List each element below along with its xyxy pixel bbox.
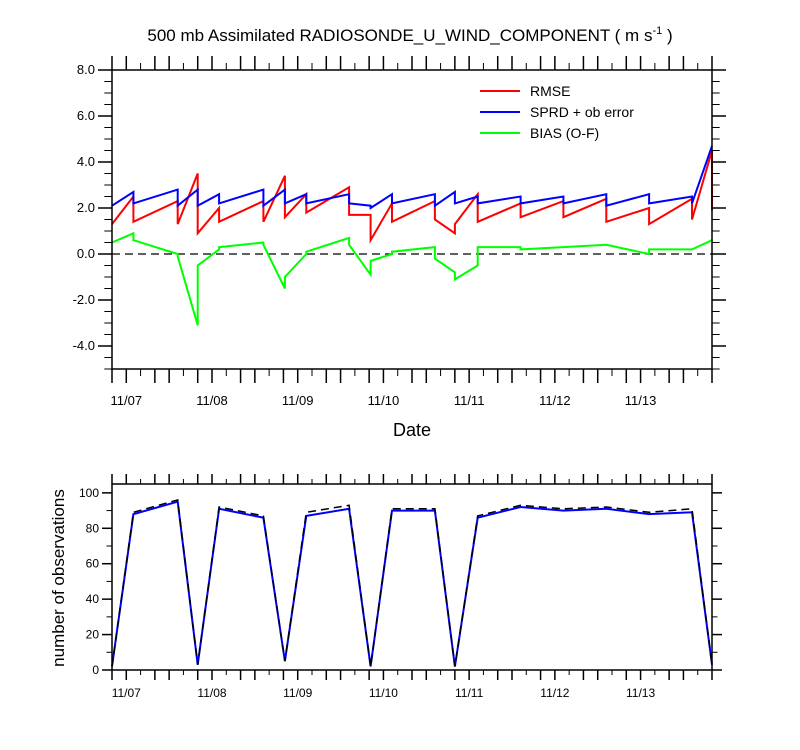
x-tick-label: 11/11 [454,393,485,408]
y-tick-label: -2.0 [73,292,95,307]
y-tick-label: 8.0 [77,62,95,77]
x-tick-label: 11/09 [283,686,312,700]
y-tick-label: 80 [86,521,100,535]
y-axis-label: number of observations [49,489,68,667]
x-tick-label: 11/08 [196,393,228,408]
series-line-assimilated [111,500,713,667]
y-tick-label: 6.0 [77,108,95,123]
bottom-plot-area: 11/07 11/08 11/09 11/10 11/11 11/12 11/13 0 20 40… [79,474,722,700]
chart-title: 500 mb Assimilated RADIOSONDE_U_WIND_COM… [147,25,672,45]
y-tick-label: 4.0 [77,154,95,169]
y-tick-label: 40 [86,592,100,606]
x-tick-label: 11/07 [112,686,141,700]
y-tick-label: 20 [86,628,100,642]
x-tick-label: 11/11 [455,686,484,700]
x-tick-label: 11/08 [197,686,226,700]
legend-label: BIAS (O-F) [530,125,599,141]
top-plot-area: 11/07 11/08 11/09 11/10 11/11 11/12 11/13 -4.0 -… [73,56,726,408]
y-tick-label: 0.0 [77,246,95,261]
bottom-chart: 11/07 11/08 11/09 11/10 11/11 11/12 11/13 0 20 40… [49,474,722,700]
x-tick-label: 11/10 [369,686,398,700]
x-tick-label: 11/13 [625,393,657,408]
top-chart: 500 mb Assimilated RADIOSONDE_U_WIND_COM… [73,25,726,440]
x-tick-label: 11/09 [282,393,314,408]
series-line-sprd-ob-error [111,145,713,210]
series-line-possible [111,498,713,667]
x-tick-label: 11/12 [540,686,569,700]
legend: RMSE SPRD + ob error BIAS (O-F) [480,83,634,141]
series-line-bias-o-f [111,231,713,326]
x-tick-label: 11/13 [626,686,655,700]
y-tick-label: -4.0 [73,338,95,353]
x-tick-label: 11/07 [110,393,142,408]
x-tick-label: 11/10 [368,393,400,408]
series-line-rmse [111,150,713,244]
x-tick-label: 11/12 [539,393,571,408]
plot-frame [111,483,713,671]
y-tick-label: 60 [86,557,100,571]
legend-label: SPRD + ob error [530,104,634,120]
y-tick-label: 0 [92,663,99,677]
y-tick-label: 100 [79,486,99,500]
y-tick-label: 2.0 [77,200,95,215]
legend-label: RMSE [530,83,570,99]
x-axis-label: Date [393,420,431,440]
